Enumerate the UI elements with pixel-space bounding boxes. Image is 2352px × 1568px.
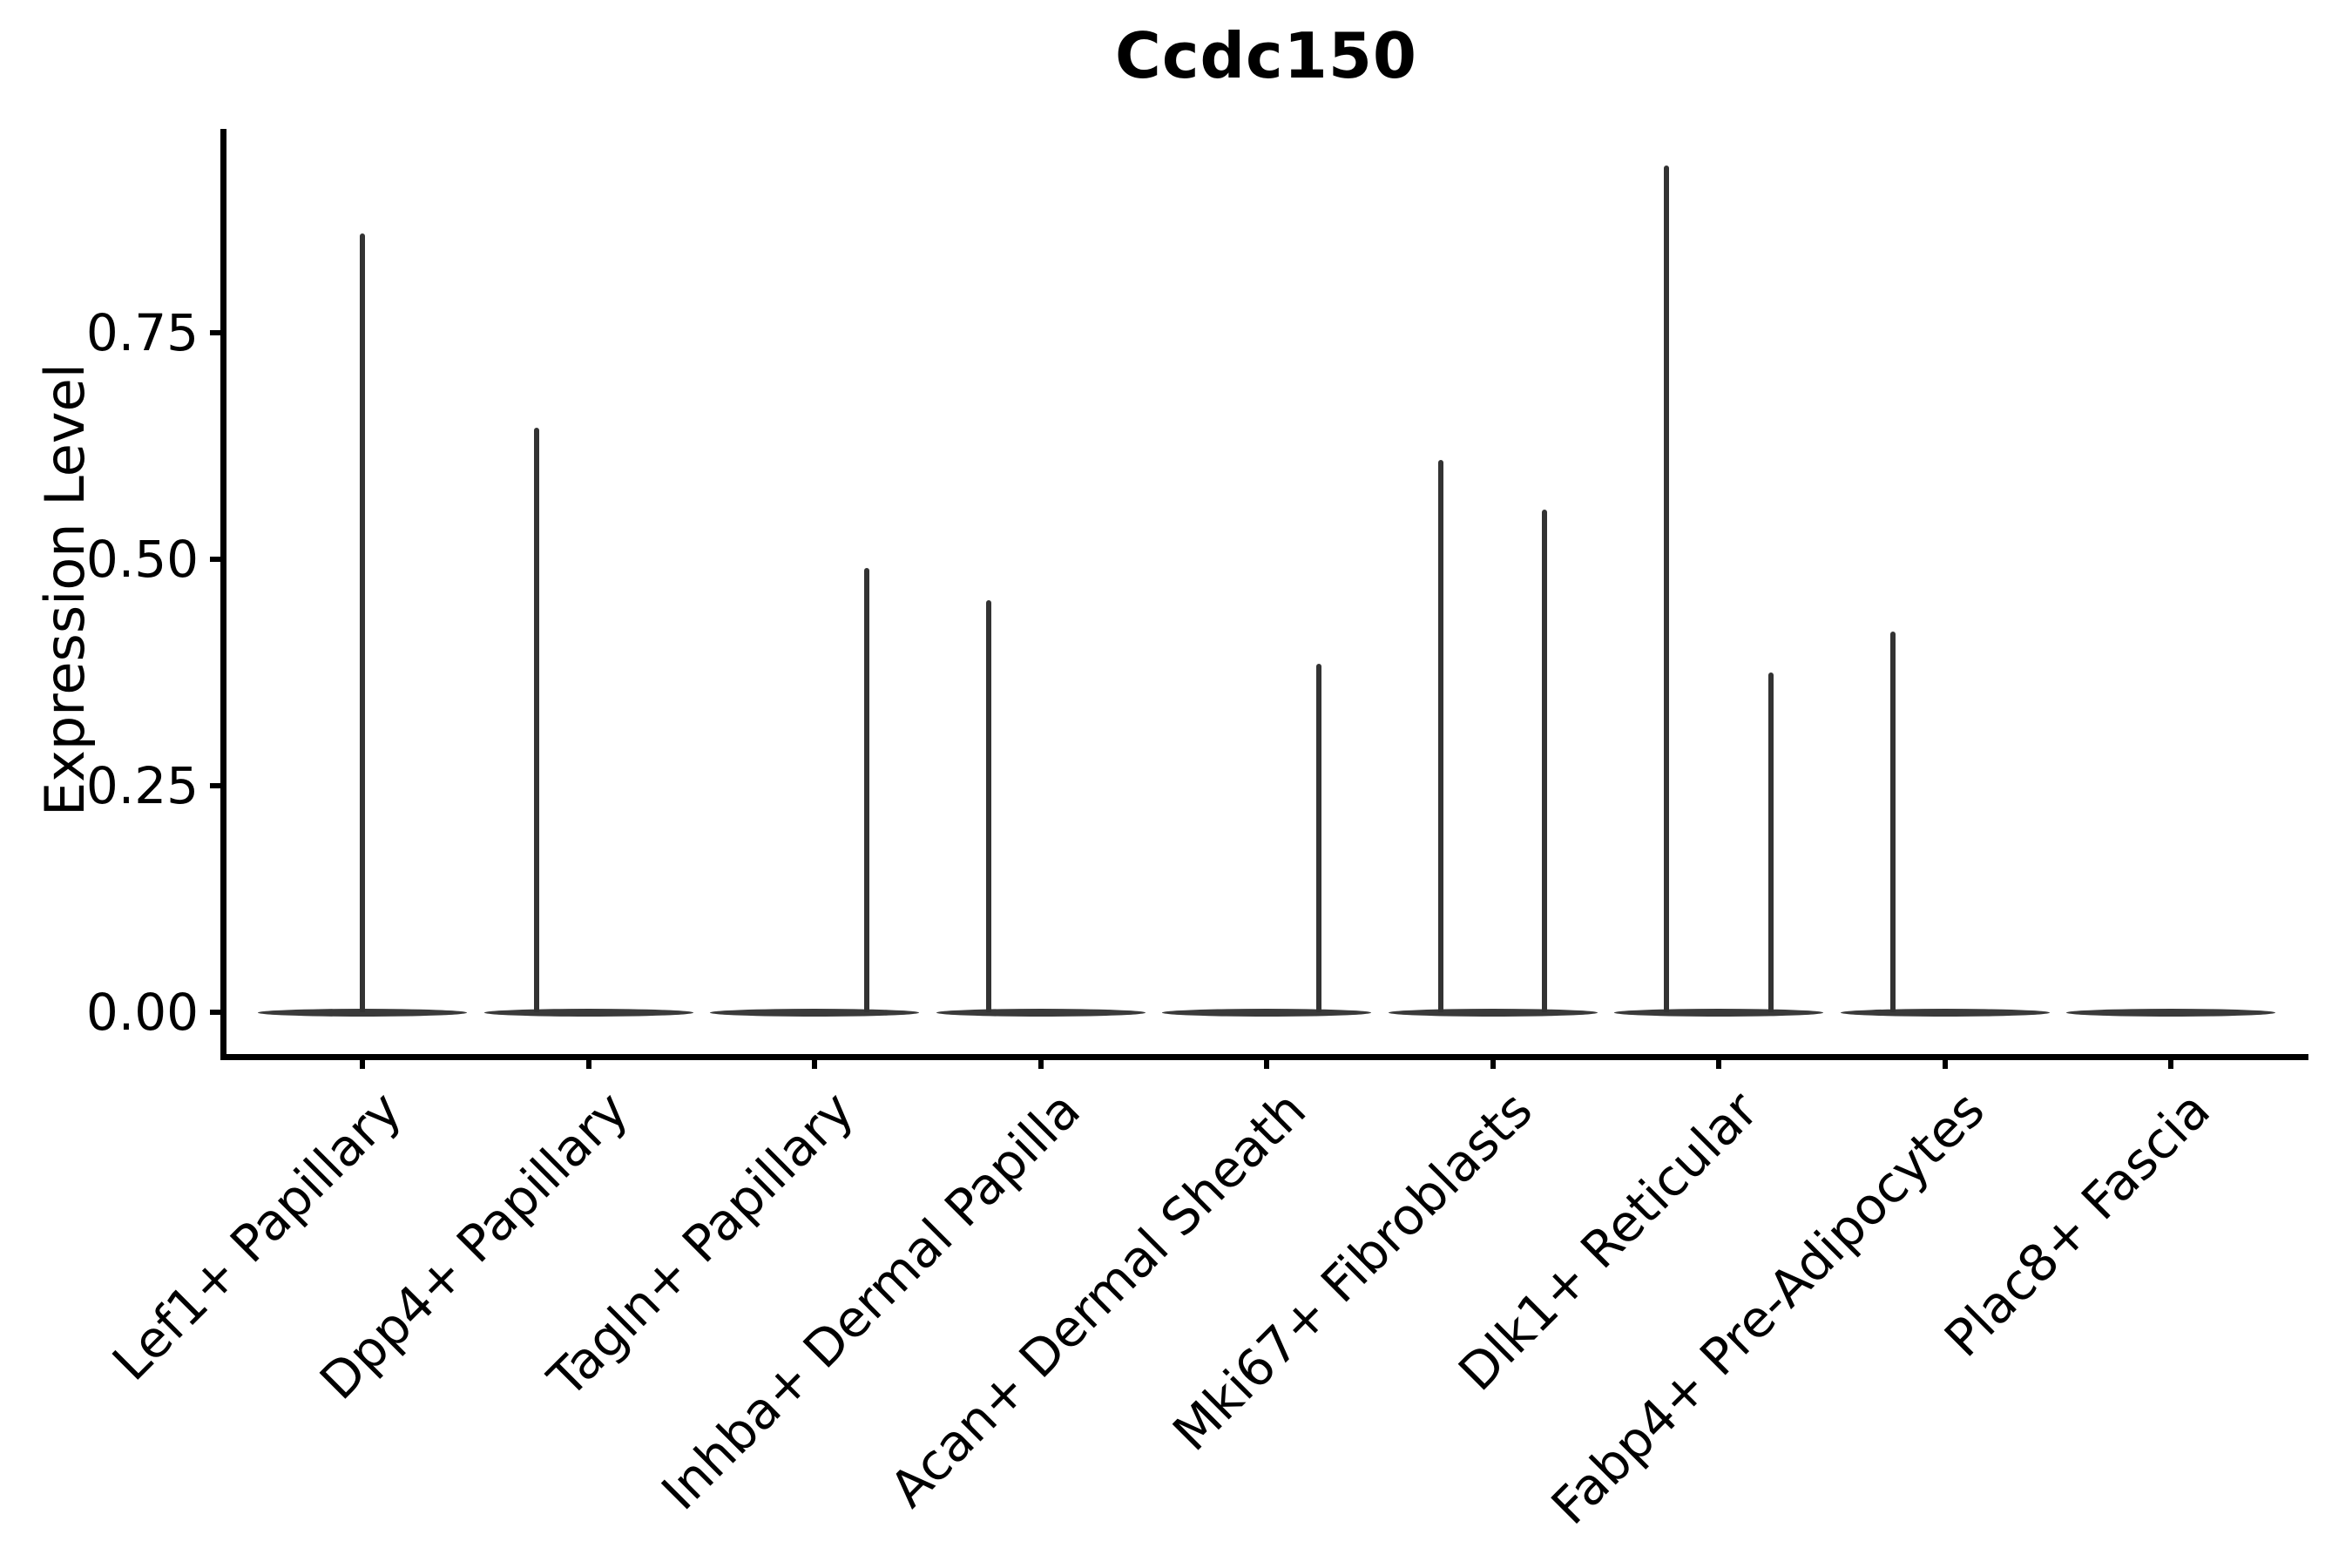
x-tick-mark <box>812 1054 817 1069</box>
x-tick-mark <box>1942 1054 1948 1069</box>
violin-spike <box>1767 672 1774 1012</box>
y-tick-label: 0.75 <box>85 303 199 362</box>
violin-zero-base <box>1840 1008 2050 1017</box>
x-tick-label: Fabp4+ Pre-Adipocytes <box>1539 1079 1996 1536</box>
x-tick-mark <box>2168 1054 2173 1069</box>
violin-zero-base <box>1162 1008 1371 1017</box>
y-tick-mark <box>210 783 223 788</box>
x-tick-mark <box>1490 1054 1496 1069</box>
x-tick-mark <box>1716 1054 1721 1069</box>
x-tick-label: Tagln+ Papillary <box>537 1079 865 1409</box>
violin-zero-base <box>710 1008 919 1017</box>
violin-spike <box>1437 459 1443 1012</box>
y-tick-mark <box>210 330 223 335</box>
x-tick-label: Dlk1+ Reticular <box>1447 1079 1769 1402</box>
x-tick-label: Mki67+ Fibroblasts <box>1160 1079 1544 1463</box>
y-tick-label: 0.00 <box>85 983 199 1042</box>
y-axis-label: Expression Level <box>33 363 97 816</box>
violin-spike <box>1315 663 1321 1012</box>
violin-zero-base <box>1614 1008 1823 1017</box>
y-tick-mark <box>210 557 223 562</box>
violin-spike <box>863 568 869 1012</box>
violin-spike <box>985 599 991 1012</box>
violin-zero-base <box>258 1008 467 1017</box>
x-tick-mark <box>1037 1054 1044 1069</box>
y-tick-label: 0.50 <box>85 530 199 589</box>
y-tick-mark <box>210 1010 223 1015</box>
x-tick-label: Dpp4+ Papillary <box>308 1079 639 1411</box>
violin-spike <box>1889 632 1896 1012</box>
x-tick-mark <box>360 1054 365 1069</box>
x-tick-mark <box>1264 1054 1269 1069</box>
y-tick-label: 0.25 <box>85 756 199 815</box>
chart-title: Ccdc150 <box>1114 19 1418 92</box>
violin-spike <box>533 428 539 1012</box>
violin-spike <box>360 233 365 1012</box>
violin-spike <box>1542 509 1548 1012</box>
violin-zero-base <box>2066 1008 2275 1017</box>
violin-zero-base <box>1388 1008 1598 1017</box>
violin-spike <box>1664 165 1670 1012</box>
violin-zero-base <box>936 1008 1146 1017</box>
x-tick-label: Plac8+ Fascia <box>1933 1079 2221 1369</box>
violin-zero-base <box>483 1008 693 1017</box>
x-tick-mark <box>585 1054 591 1069</box>
x-tick-label: Acan+ Dermal Sheath <box>878 1079 1317 1519</box>
x-tick-label: Inhba+ Dermal Papilla <box>649 1079 1092 1522</box>
y-axis-spine <box>220 129 226 1058</box>
